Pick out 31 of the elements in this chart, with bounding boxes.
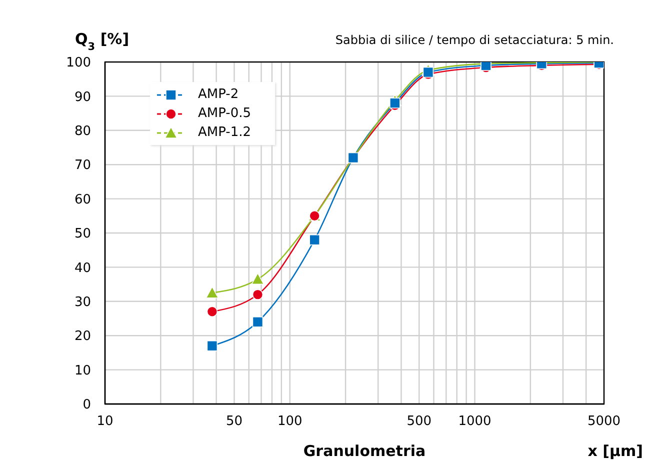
x-tick-label: 500 — [406, 414, 432, 430]
y-tick-label: 40 — [74, 260, 91, 276]
chart-title: Sabbia di silice / tempo di setacciatura: 5 min. — [335, 33, 614, 47]
x-tick-label: 1000 — [458, 414, 492, 430]
y-tick-label: 0 — [82, 398, 91, 413]
y-axis-title: Q$_{3}$ [%] — [75, 30, 130, 53]
point — [252, 316, 264, 328]
x-tick-label: 100 — [277, 414, 302, 430]
legend-label: AMP-0.5 — [198, 106, 252, 121]
y-tick-label: 90 — [74, 90, 91, 105]
x-axis-title: Granulometria — [303, 442, 426, 460]
x-tick-label: 5000 — [587, 414, 621, 430]
x-tick-label: 10 — [96, 414, 114, 430]
y-tick-label: 100 — [66, 56, 91, 71]
point — [206, 286, 219, 298]
point — [252, 289, 264, 300]
point — [206, 340, 218, 352]
point — [390, 98, 400, 108]
text: x [µm] — [588, 442, 643, 460]
point — [206, 306, 218, 318]
y-tick-label: 50 — [74, 226, 91, 242]
y-tick-label: 80 — [74, 124, 91, 140]
y-tick-label: 60 — [74, 192, 91, 208]
y-tick-label: 10 — [74, 363, 91, 378]
legend-label: AMP-1.2 — [198, 125, 252, 140]
y-tick-label: 20 — [74, 329, 91, 344]
point — [251, 272, 264, 285]
y-tick-label: 30 — [74, 295, 91, 310]
x-tick-label: 50 — [226, 414, 243, 430]
y-tick-label: 70 — [74, 158, 91, 174]
legend-label: AMP-2 — [198, 87, 239, 102]
